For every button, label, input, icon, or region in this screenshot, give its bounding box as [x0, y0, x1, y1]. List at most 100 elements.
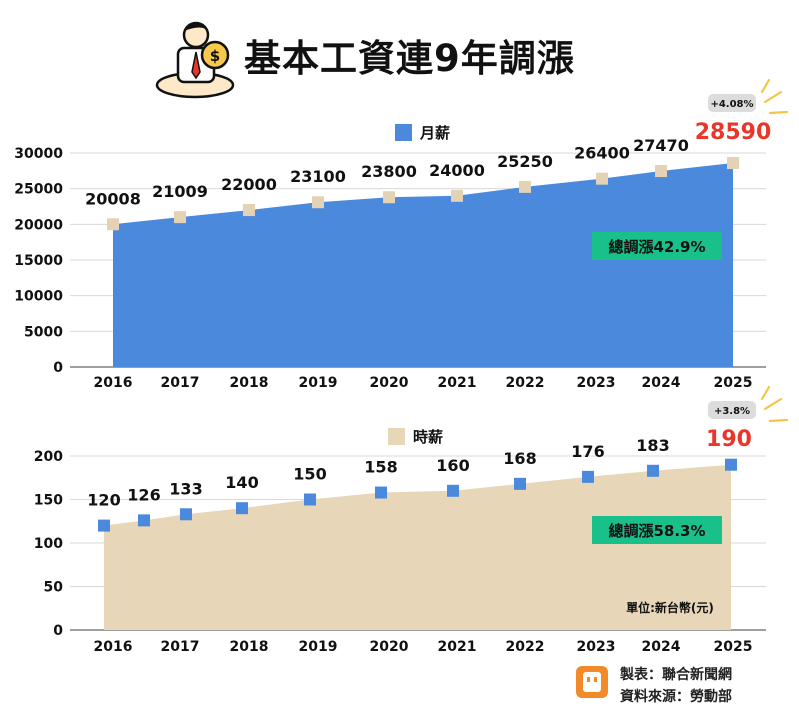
data-label: 23800: [361, 162, 417, 181]
x-tick-label: 2022: [506, 375, 545, 391]
legend-label: 月薪: [419, 124, 450, 142]
chart-0: 0 5000 10000 15000 20000 25000 30000 2016 2017 20…: [14, 78, 789, 391]
y-tick-label: 0: [53, 360, 63, 376]
made-by-credit: 製表：聯合新聞網: [620, 667, 732, 683]
total-increase-badge: 總調漲58.3%: [592, 516, 722, 544]
data-point: [582, 470, 594, 483]
x-tick-label: 2019: [299, 375, 338, 391]
worker-coin-icon: [155, 21, 235, 99]
data-label: 126: [127, 485, 160, 504]
tie-shape: [191, 51, 201, 80]
x-tick-label: 2021: [438, 639, 477, 655]
x-tick-label: 2024: [642, 639, 681, 655]
logo-eye: [594, 677, 597, 682]
page-title: 基本工資連9年調漲: [244, 37, 575, 80]
data-label: 22000: [221, 175, 277, 194]
y-tick-label: 200: [34, 449, 63, 465]
udn-logo-icon: [576, 666, 608, 698]
data-label: 176: [571, 442, 604, 461]
data-label: 21009: [152, 182, 208, 201]
x-tick-label: 2024: [642, 375, 681, 391]
data-point: [243, 204, 255, 217]
change-badge: +4.08%: [708, 94, 756, 112]
sparkle-stroke: [763, 90, 783, 104]
x-tick-label: 2021: [438, 375, 477, 391]
sparkle-stroke: [760, 78, 771, 94]
data-point: [98, 519, 110, 532]
data-label: 168: [503, 449, 536, 468]
x-tick-label: 2025: [714, 375, 753, 391]
data-point: [514, 477, 526, 490]
data-point: [375, 486, 387, 499]
latest-value-label: 190: [706, 427, 752, 452]
logo-face: [583, 672, 601, 692]
data-label: 25250: [497, 152, 553, 171]
sparkle-stroke: [768, 110, 789, 115]
y-tick-label: 5000: [24, 324, 63, 340]
unit-note: 單位:新台幣(元): [626, 600, 714, 615]
data-label: 20008: [85, 189, 141, 208]
series-area: [113, 163, 733, 367]
data-label: 183: [636, 436, 669, 455]
change-badge-bg: [708, 94, 756, 112]
sparkle-stroke: [768, 418, 789, 423]
data-label: 160: [436, 456, 469, 475]
data-point: [138, 514, 150, 527]
x-tick-label: 2020: [370, 375, 409, 391]
data-point: [107, 218, 119, 231]
y-tick-label: 20000: [14, 217, 63, 233]
legend-swatch: [388, 428, 405, 445]
change-badge-text: +4.08%: [710, 99, 753, 110]
legend-label: 時薪: [413, 428, 443, 446]
x-tick-label: 2025: [714, 639, 753, 655]
legend-swatch: [395, 124, 412, 141]
data-label: 24000: [429, 161, 485, 180]
data-label: 133: [169, 479, 202, 498]
y-tick-label: 10000: [14, 289, 63, 305]
sparkle-stroke: [760, 385, 771, 401]
data-label: 26400: [574, 144, 630, 163]
change-badge-text: +3.8%: [714, 406, 750, 417]
y-tick-label: 15000: [14, 253, 63, 269]
data-point: [383, 191, 395, 204]
data-point: [451, 189, 463, 202]
data-label: 150: [293, 465, 326, 484]
change-badge: +3.8%: [708, 401, 756, 419]
x-tick-label: 2016: [94, 375, 133, 391]
data-point: [180, 508, 192, 521]
data-point: [447, 484, 459, 497]
x-tick-label: 2018: [230, 639, 269, 655]
y-tick-label: 100: [34, 536, 63, 552]
x-tick-label: 2016: [94, 639, 133, 655]
data-point: [647, 464, 659, 477]
data-label: 120: [87, 491, 120, 510]
total-badge-bg: [592, 516, 722, 544]
hair-shape: [184, 22, 208, 31]
x-tick-label: 2023: [577, 375, 616, 391]
data-point: [174, 211, 186, 224]
x-tick-label: 2018: [230, 375, 269, 391]
data-point: [725, 458, 737, 471]
y-tick-label: 150: [34, 493, 63, 509]
data-label: 27470: [633, 136, 689, 155]
data-point: [655, 165, 667, 178]
source-credit: 資料來源：勞動部: [620, 689, 732, 705]
total-increase-badge: 總調漲42.9%: [592, 232, 722, 260]
dollar-sign: $: [210, 47, 220, 65]
y-tick-label: 30000: [14, 146, 63, 162]
data-point: [312, 196, 324, 209]
y-tick-label: 25000: [14, 182, 63, 198]
y-tick-label: 50: [44, 580, 64, 596]
coin-shape: [200, 40, 230, 70]
data-label: 140: [225, 473, 258, 492]
total-badge-text: 總調漲42.9%: [608, 238, 705, 256]
x-tick-label: 2022: [506, 639, 545, 655]
data-point: [519, 180, 531, 193]
x-tick-label: 2017: [161, 375, 200, 391]
x-tick-label: 2020: [370, 639, 409, 655]
data-point: [304, 493, 316, 506]
data-point: [596, 172, 608, 185]
x-tick-label: 2023: [577, 639, 616, 655]
change-badge-bg: [708, 401, 756, 419]
